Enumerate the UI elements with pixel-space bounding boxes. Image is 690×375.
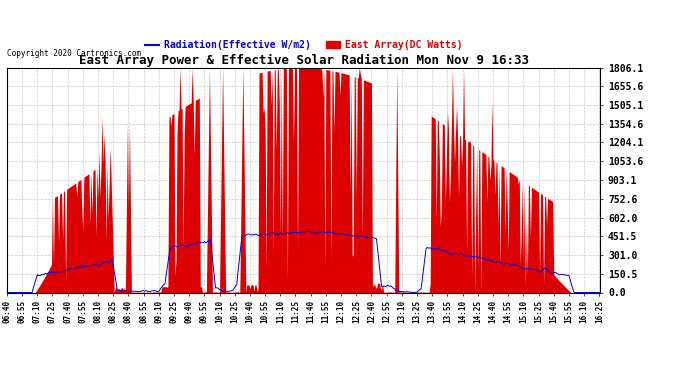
- Text: Copyright 2020 Cartronics.com: Copyright 2020 Cartronics.com: [7, 50, 141, 58]
- Legend: Radiation(Effective W/m2), East Array(DC Watts): Radiation(Effective W/m2), East Array(DC…: [141, 36, 466, 54]
- Title: East Array Power & Effective Solar Radiation Mon Nov 9 16:33: East Array Power & Effective Solar Radia…: [79, 54, 529, 68]
